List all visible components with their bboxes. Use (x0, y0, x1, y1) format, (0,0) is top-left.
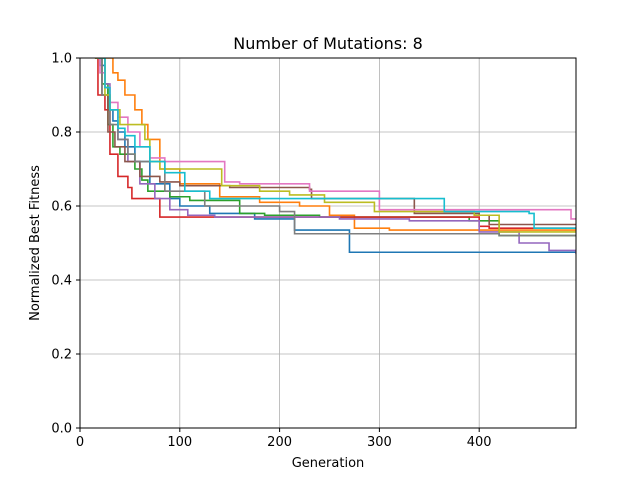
series-line-4 (94, 58, 576, 229)
y-tick-label: 0.0 (51, 422, 72, 437)
x-tick-label: 0 (76, 435, 84, 450)
plot-frame (79, 57, 577, 429)
x-axis-label: Generation (292, 456, 365, 471)
y-axis-label: Normalized Best Fitness (28, 165, 43, 321)
x-tick-label: 300 (367, 435, 392, 450)
y-tick-label: 1.0 (51, 52, 72, 67)
series-layer (94, 58, 576, 255)
y-axis-ticks: 0.0 0.2 0.4 0.6 0.8 1.0 (51, 52, 80, 437)
y-tick-label: 0.6 (51, 200, 72, 215)
chart-title: Number of Mutations: 8 (233, 34, 423, 53)
x-tick-label: 100 (167, 435, 192, 450)
y-tick-label: 0.8 (51, 126, 72, 141)
series-line-6 (94, 58, 576, 226)
x-tick-label: 200 (267, 435, 292, 450)
y-tick-label: 0.4 (51, 274, 72, 289)
x-axis-ticks: 0 100 200 300 400 (76, 428, 492, 450)
y-tick-label: 0.2 (51, 348, 72, 363)
series-line-10 (97, 58, 576, 229)
x-tick-label: 400 (467, 435, 492, 450)
